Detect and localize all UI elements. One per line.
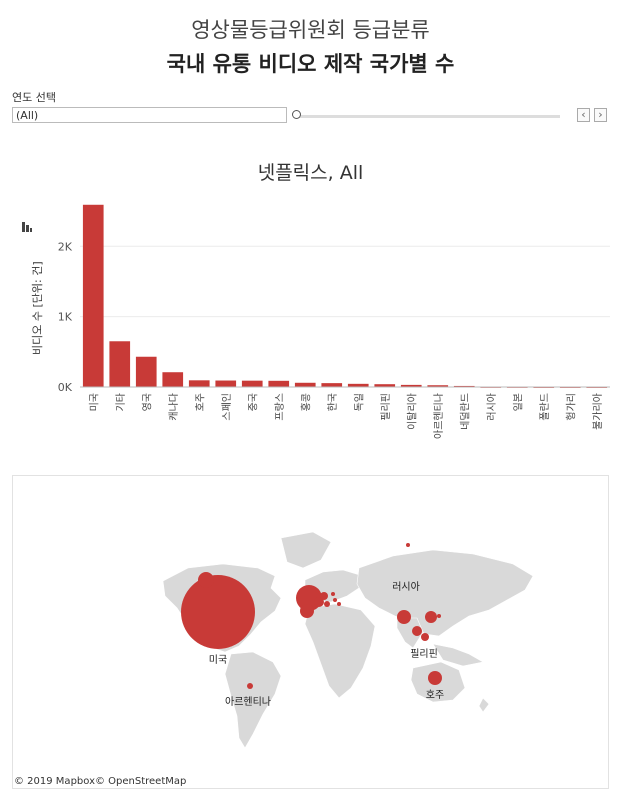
x-tick-label: 홍콩 <box>299 393 312 411</box>
y-tick-label: 1K <box>58 311 73 324</box>
chevron-left-icon: ‹ <box>581 108 586 121</box>
india-shape <box>396 617 424 649</box>
bar <box>241 380 263 387</box>
previous-year-button[interactable]: ‹ <box>577 108 590 122</box>
bubble-japan <box>437 614 441 618</box>
greenland-shape <box>280 531 332 569</box>
x-tick-label: 미국 <box>88 393 100 411</box>
bar <box>268 380 290 387</box>
bubble-argentina <box>247 683 253 689</box>
x-tick-label: 중국 <box>247 393 259 411</box>
world-map[interactable]: 미국 아르헨티나 러시아 필리핀 호주 <box>12 475 609 789</box>
bar <box>188 380 210 387</box>
bar <box>162 372 184 387</box>
map-label-russia: 러시아 <box>392 581 420 593</box>
bar <box>215 380 237 387</box>
bubble-poland <box>331 592 335 596</box>
new-zealand-shape <box>478 697 490 713</box>
x-tick-label: 네덜란드 <box>459 393 471 430</box>
year-filter-label: 연도 선택 <box>12 91 56 104</box>
bar <box>109 341 131 387</box>
x-tick-label: 필리핀 <box>380 393 392 421</box>
x-tick-label: 일본 <box>512 393 524 411</box>
map-label-philippines: 필리핀 <box>410 648 438 660</box>
dashboard-title-line2: 국내 유통 비디오 제작 국가별 수 <box>166 52 455 76</box>
bubble-philippines <box>421 633 429 641</box>
x-tick-label: 아르헨티나 <box>433 393 445 439</box>
next-year-button[interactable]: › <box>594 108 607 122</box>
bubble-usa <box>181 575 255 649</box>
bar <box>135 356 157 387</box>
bubble-korea <box>425 611 437 623</box>
x-tick-label: 한국 <box>327 393 339 411</box>
bubble-canada <box>198 572 214 588</box>
bar-chart: 0K 1K 2K 미국 기타 영국 캐나다 호주 스페인 중국 프랑스 홍콩 한국 독일 필리핀 이탈리아 아르… <box>58 204 610 439</box>
x-tick-label: 스페인 <box>221 393 233 421</box>
africa-shape <box>304 603 376 699</box>
bubble-russia <box>406 543 410 547</box>
x-tick-label: 기타 <box>115 393 127 411</box>
x-tick-label: 호주 <box>194 393 206 411</box>
y-tick-label: 2K <box>58 240 73 253</box>
bar <box>400 384 422 387</box>
chevron-right-icon: › <box>598 108 603 121</box>
bubble-bulgaria <box>337 602 341 606</box>
chart-title: 넷플릭스, All <box>257 162 364 184</box>
x-tick-label: 불가리아 <box>592 393 604 430</box>
bar <box>321 383 343 387</box>
year-filter-dropdown[interactable]: (All) <box>12 107 287 123</box>
bar <box>82 204 104 387</box>
south-america-shape <box>224 651 282 749</box>
bubble-germany <box>320 592 328 600</box>
year-slider-track[interactable] <box>296 115 560 118</box>
bar <box>453 385 475 387</box>
bubble-china <box>397 610 411 624</box>
asia-shape <box>356 549 534 637</box>
southeast-asia-shape <box>432 643 484 667</box>
x-tick-label: 러시아 <box>486 393 498 421</box>
map-label-usa: 미국 <box>209 654 227 666</box>
x-tick-label: 프랑스 <box>274 393 286 421</box>
bubble-spain <box>300 604 314 618</box>
bar <box>427 385 449 387</box>
x-tick-label: 폴란드 <box>539 393 551 421</box>
map-credit: © 2019 Mapbox© OpenStreetMap <box>14 776 187 787</box>
x-tick-label: 영국 <box>141 393 153 411</box>
bubble-australia <box>428 671 442 685</box>
x-tick-label: 헝가리 <box>565 393 577 421</box>
bar <box>294 382 316 387</box>
map-label-australia: 호주 <box>426 689 444 701</box>
bubble-france <box>314 597 324 607</box>
x-tick-label: 캐나다 <box>168 393 180 421</box>
bar <box>374 384 396 387</box>
bubble-netherlands <box>315 589 319 593</box>
x-tick-label: 이탈리아 <box>405 393 418 430</box>
world-map-canvas: 미국 아르헨티나 러시아 필리핀 호주 <box>162 531 534 749</box>
map-label-argentina: 아르헨티나 <box>225 696 271 708</box>
sort-icon[interactable] <box>22 222 32 232</box>
x-tick-label: 독일 <box>353 393 365 411</box>
bubble-hungary <box>333 598 337 602</box>
bubble-hongkong <box>412 626 422 636</box>
bubble-italy <box>324 601 330 607</box>
year-slider-thumb[interactable] <box>292 110 301 119</box>
y-tick-label: 0K <box>58 381 73 394</box>
dashboard-title-line1: 영상물등급위원회 등급분류 <box>191 18 430 42</box>
bar <box>347 383 369 387</box>
